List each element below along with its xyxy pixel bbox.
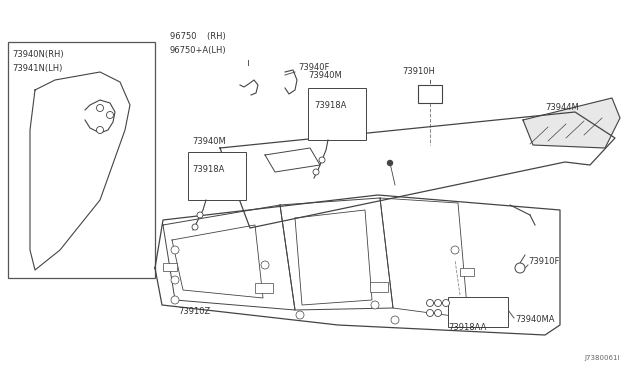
Bar — [163, 263, 177, 271]
Text: 73910Z: 73910Z — [178, 308, 211, 317]
Bar — [255, 283, 273, 293]
Text: 73918AA: 73918AA — [448, 324, 486, 333]
Circle shape — [387, 160, 392, 166]
Text: 73940M: 73940M — [192, 138, 226, 147]
Bar — [460, 268, 474, 276]
Text: 96750+A(LH): 96750+A(LH) — [170, 45, 227, 55]
Circle shape — [192, 224, 198, 230]
Circle shape — [451, 246, 459, 254]
Text: 73940F: 73940F — [298, 64, 330, 73]
Circle shape — [97, 105, 104, 112]
Text: 73940N(RH): 73940N(RH) — [12, 51, 63, 60]
Polygon shape — [523, 98, 620, 148]
Text: 73910F: 73910F — [528, 257, 559, 266]
Circle shape — [97, 126, 104, 134]
Text: 96750    (RH): 96750 (RH) — [170, 32, 226, 42]
Circle shape — [515, 263, 525, 273]
Text: 73944M: 73944M — [545, 103, 579, 112]
Bar — [8, 42, 155, 278]
Circle shape — [261, 261, 269, 269]
Circle shape — [426, 299, 433, 307]
Text: 73940M: 73940M — [308, 71, 342, 80]
Bar — [418, 85, 442, 103]
Text: 73918A: 73918A — [192, 166, 225, 174]
Circle shape — [313, 169, 319, 175]
Text: 73940MA: 73940MA — [515, 315, 554, 324]
Bar — [308, 88, 366, 140]
Text: 73941N(LH): 73941N(LH) — [12, 64, 62, 73]
Circle shape — [171, 296, 179, 304]
Circle shape — [171, 246, 179, 254]
Circle shape — [435, 299, 442, 307]
Circle shape — [319, 157, 325, 163]
Circle shape — [426, 310, 433, 317]
Circle shape — [106, 112, 113, 119]
Circle shape — [442, 299, 449, 307]
Circle shape — [371, 301, 379, 309]
Text: J7380061I: J7380061I — [584, 355, 620, 361]
Bar — [188, 152, 246, 200]
Circle shape — [391, 316, 399, 324]
Circle shape — [456, 311, 464, 319]
Circle shape — [197, 212, 203, 218]
Circle shape — [171, 276, 179, 284]
Circle shape — [435, 310, 442, 317]
Text: 73918A: 73918A — [314, 100, 346, 109]
Text: 73910H: 73910H — [402, 67, 435, 77]
Bar — [448, 297, 508, 327]
Bar — [370, 282, 388, 292]
Circle shape — [296, 311, 304, 319]
